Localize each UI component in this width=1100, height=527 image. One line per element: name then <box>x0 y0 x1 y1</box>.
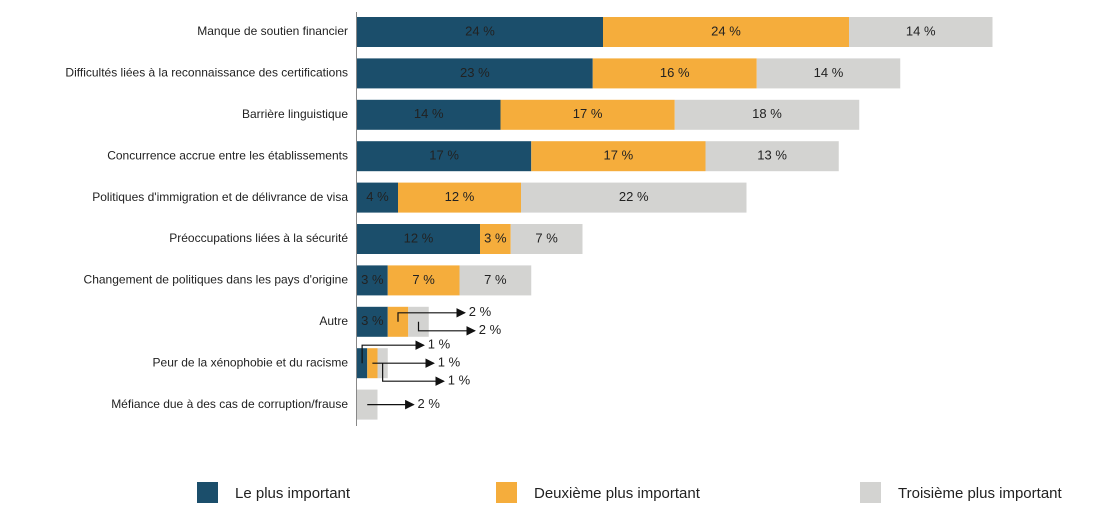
data-label: 7 % <box>484 272 507 287</box>
data-label: 22 % <box>619 189 649 204</box>
legend-swatch <box>860 482 881 503</box>
category-label: Autre <box>319 314 348 328</box>
bar-segment <box>357 224 480 254</box>
data-label: 13 % <box>757 148 787 163</box>
bar-segment <box>387 265 460 296</box>
bar-segment <box>849 17 993 47</box>
bar-segment <box>521 182 747 213</box>
data-label: 1 % <box>438 355 461 370</box>
legend-swatch <box>197 482 218 503</box>
data-label: 17 % <box>604 148 634 163</box>
bar-segment <box>357 99 501 130</box>
bar-segment <box>531 141 706 172</box>
data-label: 24 % <box>465 23 495 38</box>
category-label: Méfiance due à des cas de corruption/fra… <box>111 397 348 411</box>
data-label: 3 % <box>361 313 384 328</box>
data-label: 2 % <box>469 304 492 319</box>
bar-segment <box>500 99 675 130</box>
bar-segment <box>510 224 583 254</box>
bar-segment <box>674 99 860 130</box>
legend-swatch <box>496 482 517 503</box>
data-label: 2 % <box>479 322 502 337</box>
bar-segment <box>357 306 388 337</box>
data-label: 14 % <box>814 65 844 80</box>
data-label: 18 % <box>752 106 782 121</box>
category-label: Manque de soutien financier <box>197 24 348 38</box>
data-label: 3 % <box>361 272 384 287</box>
bar-segment <box>357 58 593 89</box>
data-label: 2 % <box>418 396 441 411</box>
data-label: 1 % <box>428 337 451 352</box>
category-label: Peur de la xénophobie et du racisme <box>153 355 349 369</box>
data-label: 17 % <box>429 148 459 163</box>
legend-label: Deuxième plus important <box>534 485 701 502</box>
callout-arrow <box>361 340 425 364</box>
bar-segment <box>357 265 388 296</box>
bar-segment <box>603 17 849 47</box>
callout-arrow <box>382 363 445 386</box>
bar-segment <box>756 58 901 89</box>
data-label: 4 % <box>366 189 389 204</box>
category-label: Politiques d'immigration et de délivranc… <box>92 190 348 204</box>
legend-label: Troisième plus important <box>898 485 1062 502</box>
callout-arrow <box>417 321 476 336</box>
category-label: Barrière linguistique <box>242 107 348 121</box>
data-label: 3 % <box>484 230 507 245</box>
legend-label: Le plus important <box>235 485 351 502</box>
data-label: 14 % <box>906 23 936 38</box>
category-label: Préoccupations liées à la sécurité <box>169 231 348 245</box>
bar-segment <box>705 141 839 172</box>
category-label: Difficultés liées à la reconnaissance de… <box>65 66 348 80</box>
bar-segment <box>398 182 521 213</box>
bar-segment <box>357 17 603 47</box>
category-label: Changement de politiques dans les pays d… <box>84 273 349 287</box>
data-label: 14 % <box>414 106 444 121</box>
category-label: Concurrence accrue entre les établisseme… <box>107 148 348 162</box>
data-label: 16 % <box>660 65 690 80</box>
data-label: 1 % <box>448 373 471 388</box>
bar-segment <box>459 265 532 296</box>
data-label: 7 % <box>535 230 558 245</box>
bar-segment <box>357 141 532 172</box>
data-label: 24 % <box>711 23 741 38</box>
data-label: 12 % <box>445 189 475 204</box>
bar-segment <box>592 58 757 89</box>
bar-segment <box>480 224 511 254</box>
data-label: 7 % <box>412 272 435 287</box>
bar-segment <box>357 182 398 213</box>
data-label: 12 % <box>404 230 434 245</box>
data-label: 23 % <box>460 65 490 80</box>
callout-arrow <box>397 308 466 322</box>
data-label: 17 % <box>573 106 603 121</box>
